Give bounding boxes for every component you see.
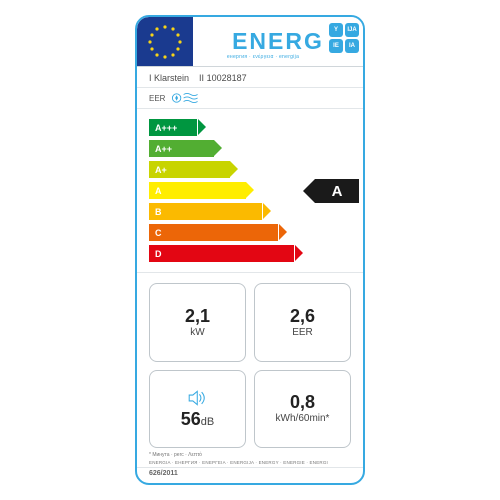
efficiency-bar: C [149,224,278,241]
footer-bar: ENERGIA · ЕНЕРГИЯ · ΕΝΕΡΓΕΙΑ · ENERGIJA … [137,460,363,467]
footnote: * Минута · perc · Λεπτό [137,452,363,460]
lang-suffix-grid: Y IJA IE IA [329,23,359,53]
box-eer: 2,6 EER [254,283,351,362]
box-power: 2,1 kW [149,283,246,362]
efficiency-bar-row: A+++ [149,119,351,136]
energy-label: ENERG енергия · ενέργεια · energija Y IJ… [135,15,365,485]
lang-cell: IJA [345,23,359,37]
eer-label: EER [149,94,165,103]
eer-unit: EER [292,327,313,338]
efficiency-bar-label: D [155,249,162,259]
energy-value: 0,8 [290,393,315,411]
efficiency-bar: A+++ [149,119,197,136]
efficiency-bar-label: A+++ [155,123,177,133]
sound-unit: dB [201,416,214,428]
power-value: 2,1 [185,307,210,325]
efficiency-bar: A++ [149,140,214,157]
lang-cell: IA [345,39,359,53]
header: ENERG енергия · ενέργεια · energija Y IJ… [137,17,363,67]
spec-boxes: 2,1 kW 2,6 EER 56dB 0,8 kWh/60min* [137,273,363,452]
energ-subtitle: енергия · ενέργεια · energija [193,54,333,60]
eer-mode-row: EER [137,88,363,109]
efficiency-bar-row: D [149,245,351,262]
energ-title-block: ENERG енергия · ενέργεια · energija Y IJ… [193,17,363,66]
efficiency-bar-label: A+ [155,165,167,175]
eu-flag-icon [137,17,193,66]
sound-value: 56 [181,409,201,429]
supplier-row: I Klarstein II 10028187 [137,67,363,88]
lang-cell: IE [329,39,343,53]
lang-cell: Y [329,23,343,37]
efficiency-bar-row: C [149,224,351,241]
box-energy: 0,8 kWh/60min* [254,370,351,449]
efficiency-bar-label: A++ [155,144,172,154]
supplier-brand-prefix: I [149,73,152,83]
efficiency-bar-label: B [155,207,162,217]
cooling-icon [171,90,199,106]
energ-title: ENERG [232,28,324,55]
efficiency-scale: A+++ A++ A+ A B C D A [137,109,363,273]
efficiency-bar-label: C [155,228,162,238]
energy-unit: kWh/60min* [276,413,330,424]
power-unit: kW [190,327,204,338]
supplier-model: 10028187 [207,73,247,83]
regulation: 626/2011 [137,467,363,483]
efficiency-bar-label: A [155,186,162,196]
box-sound: 56dB [149,370,246,449]
rating-arrow: A [315,179,359,203]
efficiency-bar: B [149,203,262,220]
efficiency-bar-row: A++ [149,140,351,157]
efficiency-bar: A [149,182,246,199]
eer-value: 2,6 [290,307,315,325]
supplier-brand: Klarstein [154,73,189,83]
efficiency-bar-row: B [149,203,351,220]
efficiency-bar-row: A+ [149,161,351,178]
efficiency-bar: A+ [149,161,230,178]
efficiency-bar: D [149,245,294,262]
supplier-model-prefix: II [199,73,204,83]
sound-icon [187,388,209,408]
